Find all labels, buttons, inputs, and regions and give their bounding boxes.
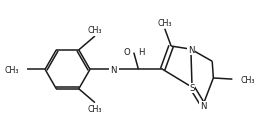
Text: CH₃: CH₃	[88, 26, 102, 35]
Text: CH₃: CH₃	[4, 66, 19, 75]
Text: CH₃: CH₃	[88, 105, 102, 114]
Text: CH₃: CH₃	[157, 19, 172, 28]
Text: O: O	[124, 48, 130, 57]
Text: N: N	[110, 66, 116, 75]
Text: H: H	[138, 48, 144, 57]
Text: S: S	[189, 84, 195, 93]
Text: N: N	[200, 102, 206, 111]
Text: CH₃: CH₃	[240, 76, 255, 85]
Text: N: N	[188, 46, 194, 55]
